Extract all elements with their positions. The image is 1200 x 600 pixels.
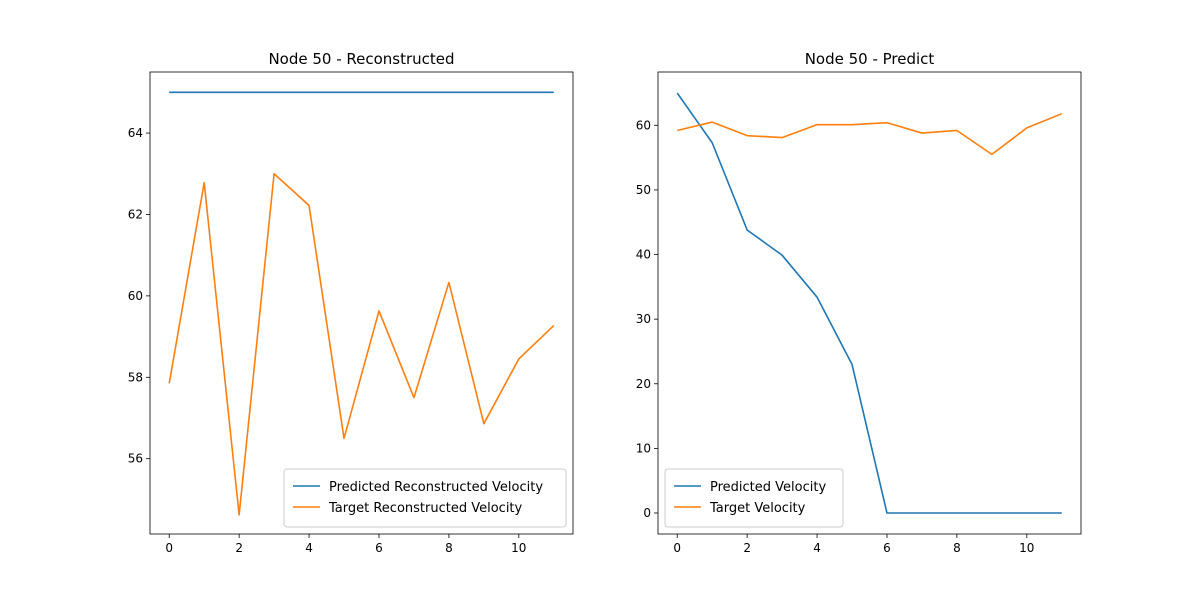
x-tick-label: 8 bbox=[445, 541, 453, 555]
legend-label: Target Velocity bbox=[709, 501, 806, 516]
legend-label: Target Reconstructed Velocity bbox=[328, 501, 523, 516]
y-tick-label: 60 bbox=[128, 289, 143, 303]
x-tick-label: 8 bbox=[953, 541, 961, 555]
x-tick-label: 0 bbox=[673, 541, 681, 555]
plot-frame bbox=[149, 71, 574, 535]
y-tick-label: 0 bbox=[643, 506, 651, 520]
x-tick-label: 6 bbox=[375, 541, 383, 555]
x-tick-label: 4 bbox=[813, 541, 821, 555]
y-tick-label: 62 bbox=[128, 207, 143, 221]
y-tick-label: 58 bbox=[128, 370, 143, 384]
y-tick-label: 10 bbox=[636, 441, 651, 455]
series-line-target bbox=[168, 172, 555, 516]
x-tick-label: 2 bbox=[235, 541, 243, 555]
x-tick-label: 10 bbox=[1019, 541, 1034, 555]
reconstructed-chart: Node 50 - Reconstructed 0 2 4 6 8 10 56 58 60 62 64… bbox=[128, 50, 574, 555]
chart-title: Node 50 - Predict bbox=[805, 50, 935, 68]
y-tick-label: 60 bbox=[636, 118, 651, 132]
series-line-target bbox=[677, 112, 1063, 156]
x-tick-label: 6 bbox=[883, 541, 891, 555]
predict-chart: Node 50 - Predict 0 2 4 6 8 10 0 10 20 30 40 50 60 Pre… bbox=[636, 50, 1082, 555]
legend-label: Predicted Reconstructed Velocity bbox=[329, 480, 543, 495]
y-tick-label: 40 bbox=[636, 248, 651, 262]
legend: Predicted Velocity Target Velocity bbox=[664, 468, 844, 528]
series-line-predicted bbox=[676, 92, 1062, 514]
legend: Predicted Reconstructed Velocity Target R… bbox=[283, 468, 567, 528]
x-tick-label: 10 bbox=[511, 541, 526, 555]
legend-box bbox=[283, 468, 567, 528]
y-tick-label: 20 bbox=[636, 377, 651, 391]
plot-frame bbox=[657, 71, 1082, 535]
y-tick-label: 50 bbox=[636, 183, 651, 197]
chart-title: Node 50 - Reconstructed bbox=[268, 50, 454, 68]
x-tick-label: 4 bbox=[305, 541, 313, 555]
legend-label: Predicted Velocity bbox=[710, 480, 826, 495]
x-tick-label: 0 bbox=[165, 541, 173, 555]
x-tick-label: 2 bbox=[743, 541, 751, 555]
y-tick-label: 30 bbox=[636, 312, 651, 326]
y-tick-label: 64 bbox=[128, 126, 143, 140]
y-tick-label: 56 bbox=[128, 452, 143, 466]
legend-box bbox=[664, 468, 844, 528]
